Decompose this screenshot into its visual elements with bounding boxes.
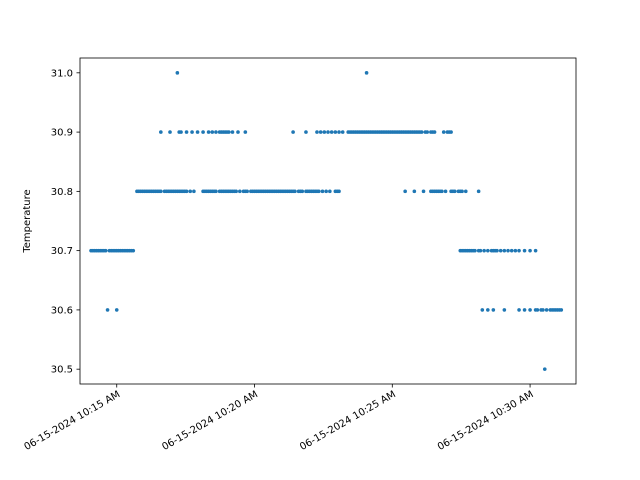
data-point: [463, 189, 468, 194]
data-point: [333, 130, 338, 134]
y-tick-label: 30.8: [51, 187, 73, 198]
data-point: [412, 189, 417, 194]
data-point: [159, 130, 163, 134]
data-point: [476, 189, 481, 194]
data-point: [131, 248, 136, 253]
data-point: [482, 248, 486, 253]
data-point: [452, 189, 457, 194]
data-point: [528, 248, 532, 253]
data-point: [234, 189, 238, 194]
data-point: [513, 248, 518, 253]
y-tick-label: 30.9: [51, 128, 73, 139]
data-point: [175, 71, 180, 75]
data-point: [544, 308, 549, 312]
data-point: [159, 189, 163, 194]
data-point: [522, 248, 527, 253]
data-point: [486, 308, 490, 312]
data-point: [337, 189, 341, 194]
plot-frame: [79, 57, 577, 385]
data-point: [480, 308, 485, 312]
data-point: [517, 248, 521, 253]
data-point: [502, 308, 507, 312]
data-point: [425, 130, 430, 134]
data-point: [486, 248, 490, 253]
data-point: [329, 130, 334, 134]
data-point: [318, 130, 323, 134]
data-point: [315, 130, 319, 134]
data-point: [495, 248, 499, 253]
data-point: [236, 130, 240, 134]
data-point: [542, 367, 547, 371]
data-point: [214, 189, 218, 194]
data-point: [192, 189, 196, 194]
data-point: [114, 308, 119, 312]
data-point: [559, 308, 564, 312]
data-point: [337, 130, 341, 134]
data-point: [440, 189, 444, 194]
data-point: [322, 130, 327, 134]
y-tick-label: 30.6: [51, 305, 73, 316]
data-point: [105, 308, 110, 312]
data-point: [535, 308, 540, 312]
data-point: [528, 308, 532, 312]
data-point: [304, 130, 308, 134]
data-point: [243, 130, 248, 134]
data-point: [419, 130, 424, 134]
data-point: [214, 130, 218, 134]
data-point: [541, 308, 545, 312]
data-point: [210, 130, 215, 134]
data-point: [324, 189, 328, 194]
data-point: [421, 189, 426, 194]
data-point: [190, 130, 194, 134]
data-point: [201, 130, 205, 134]
data-point: [293, 189, 297, 194]
data-point: [478, 248, 483, 253]
data-point: [188, 189, 193, 194]
y-tick-label: 31.0: [51, 68, 73, 79]
data-point: [491, 308, 496, 312]
data-point: [238, 189, 242, 194]
data-point: [184, 189, 189, 194]
data-point: [328, 189, 332, 194]
data-point: [364, 71, 369, 75]
data-points: [89, 71, 564, 371]
y-axis-ticks: 30.5 30.6 30.7 30.8 30.9 31.0: [51, 68, 80, 376]
data-point: [533, 248, 538, 253]
data-point: [184, 130, 189, 134]
data-point: [460, 189, 464, 194]
data-point: [168, 130, 172, 134]
data-point: [300, 189, 305, 194]
data-point: [245, 189, 249, 194]
data-point: [291, 130, 295, 134]
data-point: [317, 189, 321, 194]
data-point: [502, 248, 507, 253]
data-point: [320, 189, 325, 194]
data-point: [326, 130, 330, 134]
data-point: [498, 248, 503, 253]
data-point: [443, 189, 448, 194]
data-point: [473, 248, 477, 253]
y-tick-label: 30.5: [51, 365, 73, 376]
data-point: [449, 130, 453, 134]
data-point: [517, 308, 521, 312]
data-point: [206, 130, 211, 134]
data-point: [403, 189, 407, 194]
y-axis-label: Temperature: [22, 189, 33, 253]
data-point: [432, 130, 437, 134]
data-point: [522, 308, 527, 312]
data-point: [103, 248, 108, 253]
data-point: [509, 248, 514, 253]
data-point: [506, 248, 510, 253]
data-point: [195, 130, 200, 134]
data-point: [340, 130, 345, 134]
y-tick-label: 30.7: [51, 246, 73, 257]
data-point: [441, 130, 446, 134]
data-point: [230, 130, 235, 134]
data-point: [179, 130, 183, 134]
data-point: [227, 130, 231, 134]
